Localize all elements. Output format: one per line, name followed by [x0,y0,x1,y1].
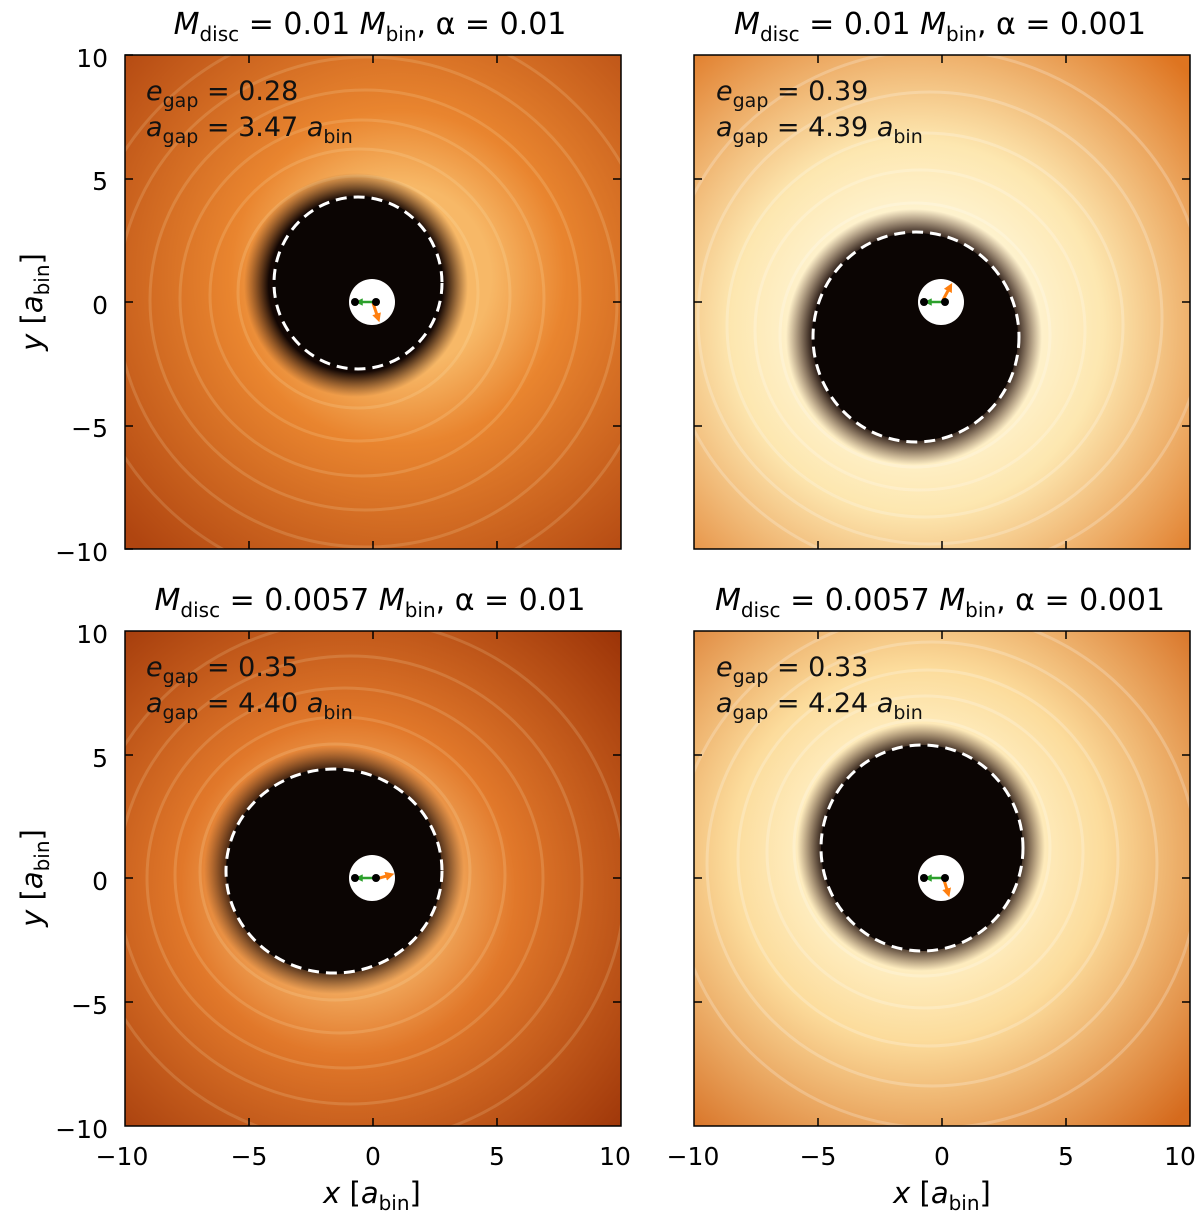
x-tick-label: 0 [365,1142,381,1171]
panel-bottom-right: Mdisc = 0.0057 Mbin, α = 0.001 egap = 0.… [693,583,1191,1127]
x-axis-label-left: x [abin] [322,1176,421,1215]
secondary-star [941,298,949,306]
y-tick-labels-top: 10 5 0 −5 −10 [55,44,108,567]
secondary-star [372,874,380,882]
panel-top-right: Mdisc = 0.01 Mbin, α = 0.001 egap = 0.39… [693,7,1191,550]
a-gap-label: agap = 3.47 abin [146,112,353,148]
x-tick-label: −5 [800,1142,837,1171]
primary-star [351,874,359,882]
velocity-arrow [941,283,953,301]
gap-region [226,768,442,974]
x-tick-label: −5 [231,1142,268,1171]
y-tick-label: −10 [55,538,108,567]
y-tick-label: −5 [71,991,108,1020]
x-tick-label: 10 [599,1142,631,1171]
x-tick-label: 5 [489,1142,505,1171]
primary-star [920,298,928,306]
gap-region [273,196,443,370]
panel-title: Mdisc = 0.01 Mbin, α = 0.001 [734,7,1146,46]
panel-title: Mdisc = 0.0057 Mbin, α = 0.01 [155,583,586,622]
y-axis-label-top: y [abin] [15,253,54,352]
y-tick-label: 0 [92,867,108,896]
y-tick-label: 10 [76,620,108,649]
panel-title: Mdisc = 0.01 Mbin, α = 0.01 [174,7,567,46]
a-gap-label: agap = 4.24 abin [716,688,923,724]
y-tick-label: 0 [92,291,108,320]
x-tick-label: −10 [667,1142,720,1171]
y-tick-label: 10 [76,44,108,73]
fitted-gap-ellipse [272,195,444,371]
a-gap-label: agap = 4.40 abin [146,688,353,724]
x-tick-label: 5 [1058,1142,1074,1171]
x-axis-label-right: x [abin] [892,1176,991,1215]
e-gap-label: egap = 0.35 [146,652,298,688]
y-tick-label: −10 [55,1115,108,1144]
a-gap-label: agap = 4.39 abin [716,112,923,148]
spiral-rings [694,631,1190,1126]
y-tick-label: 5 [92,744,108,773]
panel-bottom-left: Mdisc = 0.0057 Mbin, α = 0.01 egap = 0.3… [124,583,622,1127]
spiral-rings [694,55,1190,549]
x-tick-label: −10 [96,1142,149,1171]
secondary-star [372,298,380,306]
fitted-gap-ellipse [819,743,1025,953]
secondary-star [941,874,949,882]
y-axis-label-bottom: y [abin] [15,829,54,928]
y-tick-labels-bottom: 10 5 0 −5 −10 [55,620,108,1144]
tick-marks [125,54,1190,1126]
e-gap-label: egap = 0.28 [146,76,298,112]
x-tick-label: 10 [1164,1142,1196,1171]
x-tick-labels-left: −10 −5 0 5 10 [96,1142,631,1171]
panel-title: Mdisc = 0.0057 Mbin, α = 0.001 [715,583,1165,622]
primary-star [920,874,928,882]
e-gap-label: egap = 0.33 [716,652,868,688]
velocity-arrow [942,879,951,898]
spiral-rings [125,631,621,1126]
primary-star [351,298,359,306]
e-gap-label: egap = 0.39 [716,76,868,112]
gap-region [812,233,1018,441]
y-tick-label: −5 [71,414,108,443]
gap-region [821,745,1023,951]
x-tick-label: 0 [934,1142,950,1171]
y-tick-label: 5 [92,167,108,196]
x-tick-labels-right: −10 −5 0 5 10 [667,1142,1196,1171]
fitted-gap-ellipse [224,767,444,975]
fitted-gap-ellipse [811,230,1021,444]
panel-top-left: Mdisc = 0.01 Mbin, α = 0.01 egap = 0.28 … [124,7,622,550]
velocity-arrow [371,302,381,323]
